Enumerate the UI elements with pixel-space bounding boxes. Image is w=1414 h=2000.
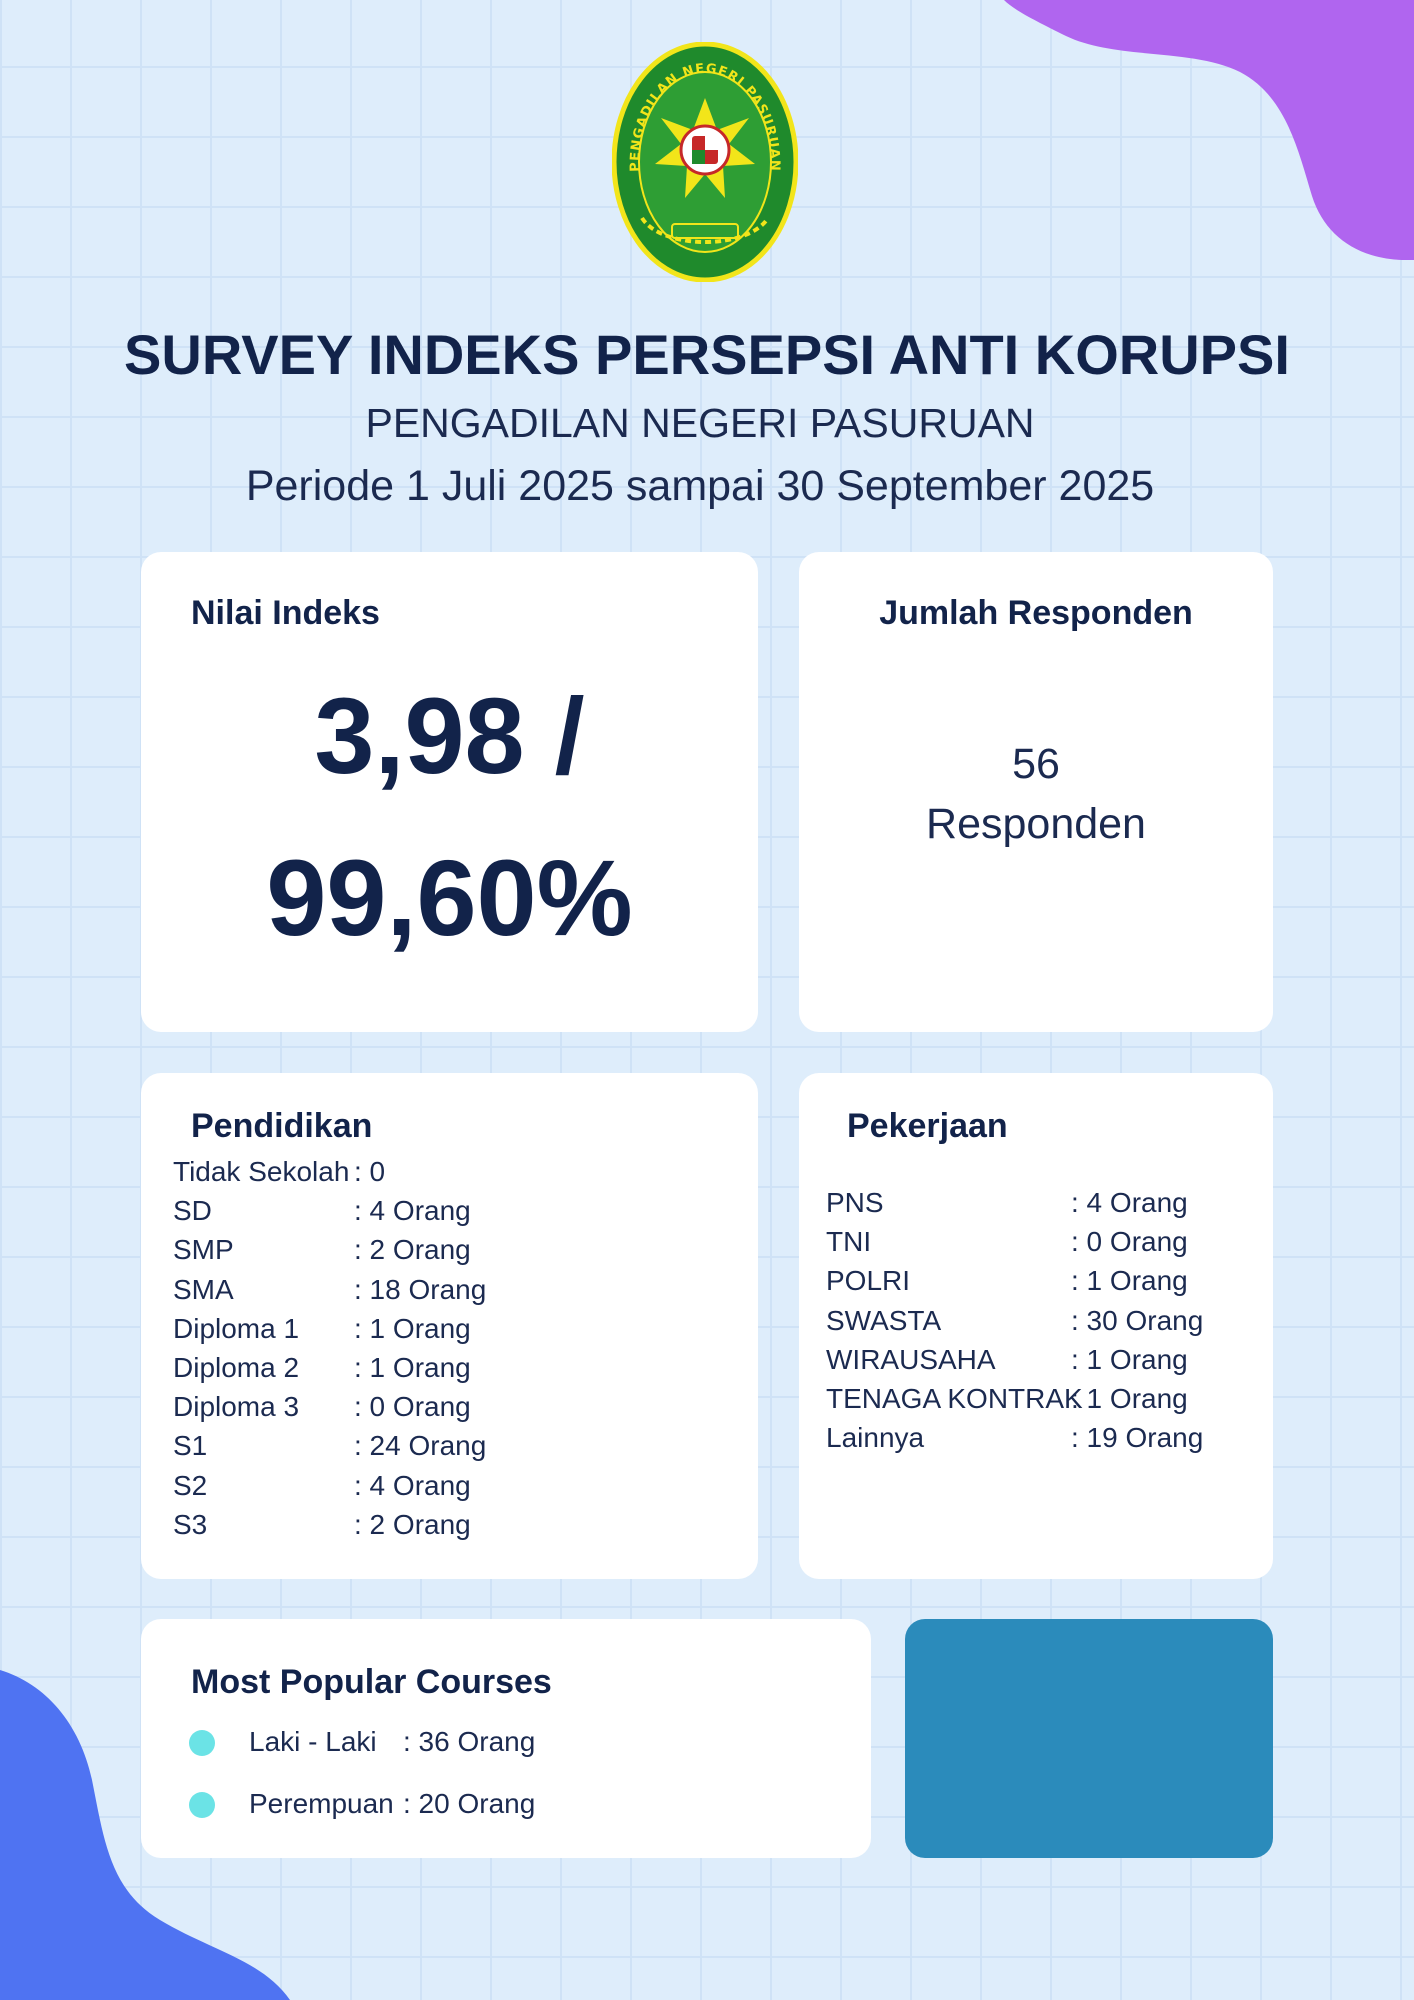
- gender-value: : 36 Orang: [403, 1726, 536, 1757]
- page-subtitle: PENGADILAN NEGERI PASURUAN: [365, 400, 1035, 446]
- item-label: Diploma 2: [173, 1352, 300, 1383]
- item-value: : 4 Orang: [354, 1469, 471, 1501]
- item-label: Diploma 3: [173, 1391, 300, 1423]
- item-value: : 0: [354, 1156, 386, 1187]
- item-value: : 1 Orang: [1071, 1343, 1188, 1375]
- respondent-count: 56: [1012, 740, 1060, 788]
- item-label: S1: [173, 1430, 208, 1462]
- respondent-label: Responden: [926, 800, 1146, 848]
- survey-period: Periode 1 Juli 2025 sampai 30 September …: [245, 462, 1155, 510]
- education-card-title: Pendidikan: [191, 1107, 373, 1145]
- blue-accent-box: [905, 1619, 1273, 1858]
- bullet-dot-icon: [189, 1792, 215, 1818]
- item-value: : 2 Orang: [354, 1508, 471, 1540]
- respondent-count-card: Jumlah Responden 56 Responden: [799, 552, 1273, 1032]
- gender-label: Laki - Laki: [249, 1726, 377, 1757]
- item-value: : 0 Orang: [354, 1391, 471, 1423]
- gender-value: : 20 Orang: [403, 1788, 536, 1819]
- page-title: SURVEY INDEKS PERSEPSI ANTI KORUPSI: [124, 323, 1290, 386]
- respondent-card-title: Jumlah Responden: [879, 594, 1193, 632]
- item-value: : 24 Orang: [354, 1430, 487, 1462]
- index-card-title: Nilai Indeks: [191, 594, 380, 632]
- item-value: : 1 Orang: [1071, 1383, 1188, 1414]
- item-label: SD: [173, 1195, 212, 1227]
- item-label: S3: [173, 1508, 208, 1540]
- occupation-card: Pekerjaan PNS : 4 Orang TNI : 0 Orang POLRI:…: [799, 1073, 1273, 1579]
- blue-blob-decoration: [0, 1670, 290, 2000]
- item-label: SWASTA: [826, 1304, 942, 1336]
- item-value: : 1 Orang: [354, 1352, 471, 1383]
- item-label: WIRAUSAHA: [826, 1343, 996, 1375]
- item-label: Diploma 1: [173, 1312, 300, 1344]
- education-card: Pendidikan Tidak Sekolah: 0 SD : 4 Orang SM…: [141, 1073, 758, 1579]
- item-label: SMP: [173, 1234, 234, 1266]
- item-value: : 18 Orang: [354, 1273, 487, 1305]
- item-label: Lainnya: [826, 1422, 925, 1454]
- gender-card-title: Most Popular Courses: [191, 1663, 552, 1701]
- item-value: : 0 Orang: [1071, 1226, 1188, 1258]
- item-value: : 30 Orang: [1071, 1304, 1204, 1336]
- occupation-card-title: Pekerjaan: [847, 1107, 1008, 1145]
- item-value: : 4 Orang: [354, 1195, 471, 1227]
- purple-blob-decoration: [1004, 0, 1414, 260]
- court-emblem-logo: PENGADILAN NEGERI PASURUAN: [612, 42, 798, 282]
- item-value: : 1 Orang: [354, 1312, 471, 1344]
- item-label: TNI: [826, 1226, 872, 1258]
- item-value: : 1 Orang: [1071, 1265, 1188, 1297]
- item-value: : 4 Orang: [1071, 1187, 1188, 1218]
- item-label: SMA: [173, 1273, 234, 1305]
- item-value: : 19 Orang: [1071, 1422, 1204, 1454]
- item-label: PNS: [826, 1187, 884, 1218]
- index-value-card: Nilai Indeks 3,98 / 99,60%: [141, 552, 758, 1032]
- item-label: POLRI: [826, 1265, 911, 1297]
- item-label: TENAGA KONTRAK: [826, 1383, 1083, 1414]
- item-label: Tidak Sekolah: [173, 1156, 350, 1187]
- index-percentage: 99,60%: [266, 837, 633, 958]
- bullet-dot-icon: [189, 1730, 215, 1756]
- item-label: S2: [173, 1469, 208, 1501]
- item-value: : 2 Orang: [354, 1234, 471, 1266]
- gender-label: Perempuan: [249, 1788, 394, 1819]
- gender-card: Most Popular Courses Laki - Laki : 36 Ora…: [141, 1619, 871, 1858]
- index-score: 3,98 /: [314, 675, 585, 796]
